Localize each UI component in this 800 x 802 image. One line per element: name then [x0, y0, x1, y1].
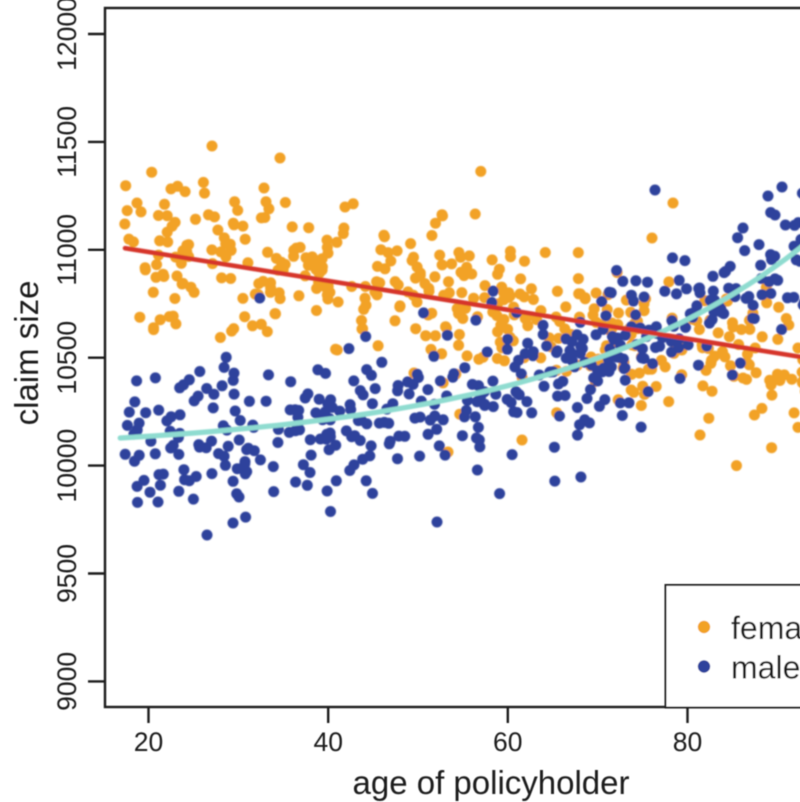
svg-text:40: 40 [313, 727, 342, 757]
svg-text:male: male [731, 650, 800, 686]
svg-text:claim size: claim size [8, 281, 45, 426]
svg-text:80: 80 [673, 727, 702, 757]
svg-text:10000: 10000 [52, 429, 82, 503]
svg-text:20: 20 [134, 727, 163, 757]
svg-text:9500: 9500 [52, 544, 82, 603]
svg-text:12000: 12000 [52, 0, 82, 71]
svg-text:female: female [731, 610, 800, 646]
svg-text:11500: 11500 [52, 106, 82, 178]
svg-text:10500: 10500 [52, 321, 82, 395]
svg-text:60: 60 [493, 727, 522, 757]
svg-text:9000: 9000 [52, 652, 82, 711]
svg-text:11000: 11000 [52, 214, 82, 286]
svg-text:age of policyholder: age of policyholder [352, 764, 629, 801]
